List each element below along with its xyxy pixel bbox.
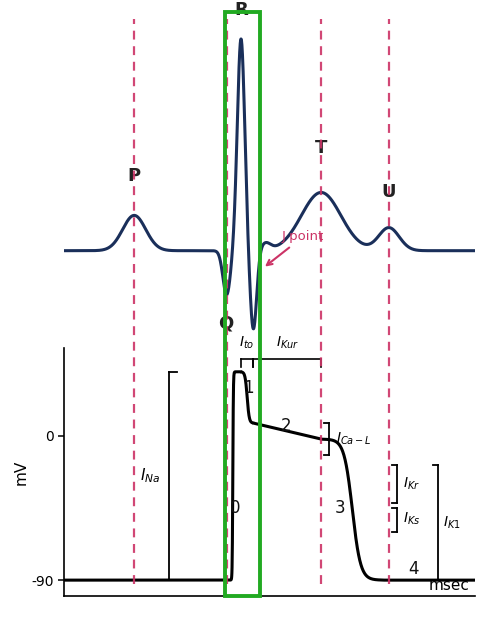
Text: $I_{Na}$: $I_{Na}$: [140, 466, 160, 486]
Text: 4: 4: [408, 560, 419, 578]
Text: U: U: [382, 183, 396, 201]
Text: $I_{to}$: $I_{to}$: [240, 335, 255, 351]
Text: P: P: [128, 168, 141, 186]
Text: S: S: [248, 356, 261, 374]
Text: R: R: [234, 1, 248, 19]
Text: $I_{K1}$: $I_{K1}$: [443, 514, 461, 530]
Text: Q: Q: [218, 314, 234, 332]
Text: 2: 2: [281, 417, 292, 435]
Y-axis label: mV: mV: [14, 460, 29, 484]
Text: 0: 0: [230, 499, 240, 517]
Text: $I_{Ca-L}$: $I_{Ca-L}$: [336, 431, 371, 447]
Text: J point: J point: [267, 230, 324, 265]
Text: T: T: [315, 139, 327, 157]
Text: msec: msec: [428, 578, 469, 593]
Text: $I_{Kur}$: $I_{Kur}$: [276, 335, 299, 351]
Text: $I_{Kr}$: $I_{Kr}$: [403, 476, 420, 492]
Text: 1: 1: [243, 379, 254, 397]
Text: 3: 3: [334, 499, 345, 517]
Text: $I_{Ks}$: $I_{Ks}$: [403, 511, 421, 527]
